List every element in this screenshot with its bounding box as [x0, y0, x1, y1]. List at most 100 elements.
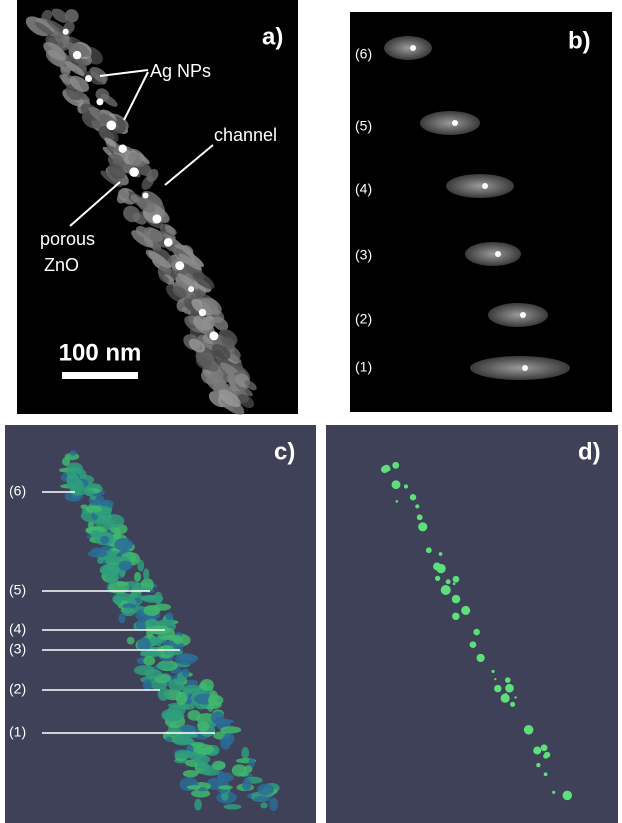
zno-grain [269, 798, 278, 812]
ag-particle [453, 576, 460, 583]
panel-d [326, 425, 618, 823]
ag-particle [410, 45, 416, 51]
zno-grain [100, 564, 121, 576]
ag-particle [541, 744, 548, 751]
ag-particle [199, 309, 206, 316]
ag-particle [524, 725, 534, 735]
ag-particle [505, 693, 507, 695]
ag-particle [188, 286, 194, 292]
zno-grain [127, 596, 134, 602]
zno-grain [67, 467, 77, 480]
zno-grain [114, 596, 121, 606]
ag-particle [433, 562, 441, 570]
ag-particle [522, 365, 528, 371]
zno-grain [260, 802, 268, 808]
ag-particle [63, 29, 69, 35]
ag-particle [505, 677, 511, 683]
annotation: ZnO [44, 255, 79, 275]
zno-grain [180, 725, 196, 732]
zno-grain [182, 668, 189, 677]
ag-particle [441, 585, 451, 595]
ag-particle [470, 641, 477, 648]
zno-grain [111, 551, 118, 556]
ag-particle [473, 629, 480, 636]
zno-grain [220, 737, 230, 750]
zno-grain [156, 663, 175, 669]
zno-grain [224, 804, 242, 810]
ag-particle [392, 480, 401, 489]
annotation: Ag NPs [150, 61, 211, 81]
scale-bar-label: 100 nm [59, 339, 142, 366]
slice-label: (1) [9, 724, 26, 740]
zno-grain [176, 692, 187, 706]
ag-particle [129, 167, 139, 177]
slice-label: (6) [355, 46, 372, 62]
zno-grain [88, 550, 108, 558]
zno-grain [242, 779, 251, 791]
zno-grain [218, 785, 233, 789]
slice-label: (4) [355, 181, 372, 197]
ag-particle [435, 576, 440, 581]
zno-grain [100, 536, 109, 544]
ag-particle [446, 579, 451, 584]
ag-particle [175, 261, 184, 270]
slice-label: (6) [9, 483, 26, 499]
slice-label: (2) [355, 311, 372, 327]
ag-particle [426, 547, 432, 553]
ag-particle [106, 120, 116, 130]
ag-particle [410, 494, 416, 500]
zno-grain [143, 568, 149, 580]
ag-particle [452, 120, 458, 126]
ag-particle [119, 145, 127, 153]
ag-particle [396, 500, 399, 503]
slice [488, 303, 548, 327]
ag-particle [415, 504, 419, 508]
zno-grain [218, 771, 225, 783]
slice-label: (1) [355, 359, 372, 375]
ag-particle [142, 192, 148, 198]
panel-label: c) [274, 438, 295, 465]
figure: a) Ag NPs channel porous ZnO 100 nm (6)(… [0, 0, 622, 823]
ag-particle [152, 214, 161, 223]
ag-particle [418, 522, 427, 531]
slice-label: (3) [355, 247, 372, 263]
zno-grain [239, 772, 249, 777]
ag-particle [494, 678, 496, 680]
ag-particle [491, 670, 494, 673]
slice-label: (4) [9, 621, 26, 637]
zno-grain [174, 750, 194, 759]
ag-particle [563, 791, 573, 801]
zno-grain [168, 678, 184, 691]
slice-label: (5) [355, 118, 372, 134]
slice-label: (2) [9, 681, 26, 697]
slice [446, 174, 514, 198]
zno-grain [97, 557, 104, 564]
zno-grain [119, 561, 132, 571]
zno-grain [213, 719, 234, 724]
ag-particle [477, 654, 485, 662]
zno-grain [174, 705, 190, 709]
zno-grain [173, 738, 195, 745]
ag-particle [533, 747, 541, 755]
ag-particle [544, 772, 548, 776]
zno-grain [86, 505, 102, 512]
zno-grain [127, 637, 135, 645]
ag-particle [85, 75, 92, 82]
zno-grain [194, 799, 202, 811]
ag-particle [417, 514, 423, 520]
slice [470, 356, 570, 380]
panel-label: d) [578, 438, 601, 465]
zno-grain [144, 669, 162, 677]
zno-grain [166, 737, 173, 743]
zno-grain [143, 656, 155, 666]
ag-particle [505, 684, 514, 693]
slice [465, 242, 521, 266]
ag-particle [520, 312, 526, 318]
ag-particle [164, 238, 173, 247]
zno-grain [122, 607, 135, 616]
slice-label: (3) [9, 641, 26, 657]
ag-particle [73, 51, 81, 59]
ag-particle [461, 606, 470, 615]
zno-grain [88, 521, 94, 528]
zno-grain [134, 572, 141, 582]
